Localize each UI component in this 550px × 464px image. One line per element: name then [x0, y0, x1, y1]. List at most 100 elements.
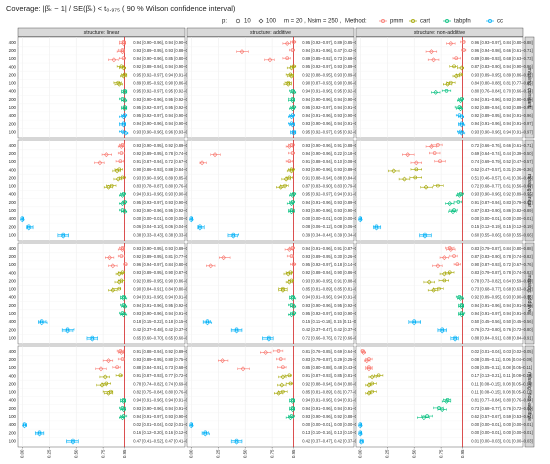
point [455, 262, 460, 266]
x-tick-label: 0.00 [188, 449, 193, 458]
cell-label: 0.87 [0.83–0.90], 0.83 [0.79–0.87] [302, 184, 363, 189]
point [278, 357, 283, 361]
cell-label: 0.78 [0.74–0.82], 0.74 [0.69–0.78] [133, 381, 194, 386]
point [291, 89, 297, 95]
cell-label: 0.08 [0.06–0.12], 0.08 [0.06–0.12] [302, 224, 363, 229]
point [291, 262, 296, 266]
y-tick-label: 200 [9, 381, 17, 386]
strip [355, 27, 524, 37]
x-tick-label: 0.25 [384, 449, 389, 458]
cell-label: 0.11 [0.08–0.15], 0.08 [0.05–0.10] [471, 390, 532, 395]
cell-label: 0.94 [0.91–0.96], 0.94 [0.91–0.97] [302, 295, 363, 300]
strip-label: missing: non-additive [526, 372, 532, 421]
point [457, 192, 462, 198]
x-tick-label: 0.95 [291, 449, 296, 458]
cell-label: 0.93 [0.90–0.95], 0.91 [0.88–0.94] [302, 278, 363, 283]
cell-label: 0.94 [0.90–0.96], 0.94 [0.90–0.96] [133, 121, 194, 126]
y-tick-label: 100 [9, 129, 17, 134]
point [121, 312, 127, 318]
cell-label: 0.60 [0.55–0.66], 0.60 [0.55–0.66] [471, 232, 532, 237]
y-tick-label: 200 [9, 97, 17, 102]
cell-label: 0.88 [0.84–0.91], 0.73 [0.68–0.78] [133, 365, 194, 370]
cell-label: 0.92 [0.89–0.95], 0.90 [0.86–0.93] [133, 278, 194, 283]
cell-label: 0.92 [0.88–0.94], 0.94 [0.90–0.96] [133, 64, 194, 69]
cell-label: 0.92 [0.89–0.95], 0.93 [0.90–0.96] [471, 295, 532, 300]
point [445, 81, 451, 87]
point [366, 366, 372, 372]
point [432, 151, 437, 155]
point [414, 167, 419, 172]
legend-symbol [235, 18, 241, 24]
point [115, 176, 121, 182]
point [391, 168, 397, 174]
cell-label: 0.87 [0.83–0.90], 0.94 [0.90–0.96] [471, 64, 532, 69]
y-tick-label: 200 [9, 254, 17, 259]
strip-label: missing: additive [526, 274, 532, 312]
point [116, 271, 122, 277]
point [428, 144, 434, 149]
cell-label: 0.93 [0.89–0.95], 0.80 [0.75–0.84] [133, 357, 194, 362]
point [19, 217, 25, 223]
point [459, 312, 465, 318]
cell-label: 0.93 [0.90–0.96], 0.94 [0.91–0.97] [471, 129, 532, 134]
point [444, 88, 449, 93]
cell-label: 0.16 [0.12–0.20], 0.16 [0.12–0.20] [133, 430, 194, 435]
point [121, 122, 127, 128]
cell-label: 0.47 [0.41–0.52], 0.47 [0.41–0.52] [133, 438, 194, 443]
point [459, 130, 465, 136]
y-tick-label: 200 [9, 278, 17, 283]
point [70, 439, 76, 445]
point [107, 255, 113, 261]
strip-label: structure: additive [250, 30, 291, 36]
cell-label: 0.78 [0.73–0.82], 0.64 [0.59–0.69] [471, 278, 532, 283]
legend-label: cc [497, 19, 503, 25]
cell-label: 0.93 [0.90–0.96], 0.93 [0.90–0.96] [302, 208, 363, 213]
point [60, 233, 66, 239]
point [120, 357, 125, 361]
cell-label: 0.15 [0.12–0.19], 0.15 [0.12–0.19] [471, 224, 532, 229]
x-tick-label: 0.95 [122, 449, 127, 458]
y-tick-label: 400 [9, 373, 17, 378]
point [436, 183, 440, 188]
y-tick-label: 400 [9, 216, 17, 221]
legend-note: m = 20 , Nsim = 250 , [284, 19, 342, 25]
point [438, 159, 442, 163]
cell-label: 0.01 [0.00–0.03], 0.01 [0.00–0.03] [471, 438, 532, 443]
strip [186, 27, 355, 37]
y-tick-label: 400 [9, 89, 17, 94]
point [364, 358, 370, 364]
point [448, 247, 454, 252]
cell-label: 0.91 [0.88–0.94], 0.10 [0.08–0.14] [302, 159, 363, 164]
point [123, 262, 128, 266]
strip-label: missing: linear [526, 174, 532, 207]
x-tick-label: 0.25 [46, 449, 51, 458]
point [426, 279, 432, 285]
point [288, 381, 293, 386]
cell-label: 0.87 [0.83–0.90], 0.78 [0.74–0.82] [471, 254, 532, 259]
cell-label: 0.93 [0.90–0.96], 0.94 [0.91–0.96] [133, 406, 194, 411]
point [357, 431, 363, 437]
point [290, 48, 295, 52]
y-tick-label: 400 [9, 64, 17, 69]
point [458, 106, 463, 112]
point [285, 81, 291, 87]
point [461, 40, 466, 44]
point [119, 144, 124, 149]
point [433, 89, 439, 95]
cell-label: 0.93 [0.90–0.96], 0.95 [0.92–0.97] [302, 303, 363, 308]
cell-label: 0.94 [0.91–0.96], 0.93 [0.90–0.95] [471, 97, 532, 102]
point [459, 122, 465, 128]
y-tick-label: 400 [9, 319, 17, 324]
point [441, 271, 447, 277]
point [122, 304, 128, 309]
point [289, 254, 294, 258]
y-tick-label: 100 [9, 184, 17, 189]
point [188, 423, 194, 429]
point [402, 176, 407, 182]
cell-label: 0.91 [0.88–0.94], 0.92 [0.89–0.94] [133, 349, 194, 354]
strip [524, 139, 535, 242]
cell-label: 0.93 [0.89–0.95], 0.90 [0.87–0.93] [133, 270, 194, 275]
cell-label: 0.17 [0.13–0.21], 0.11 [0.08–0.15] [471, 373, 532, 378]
y-tick-label: 200 [9, 175, 17, 180]
